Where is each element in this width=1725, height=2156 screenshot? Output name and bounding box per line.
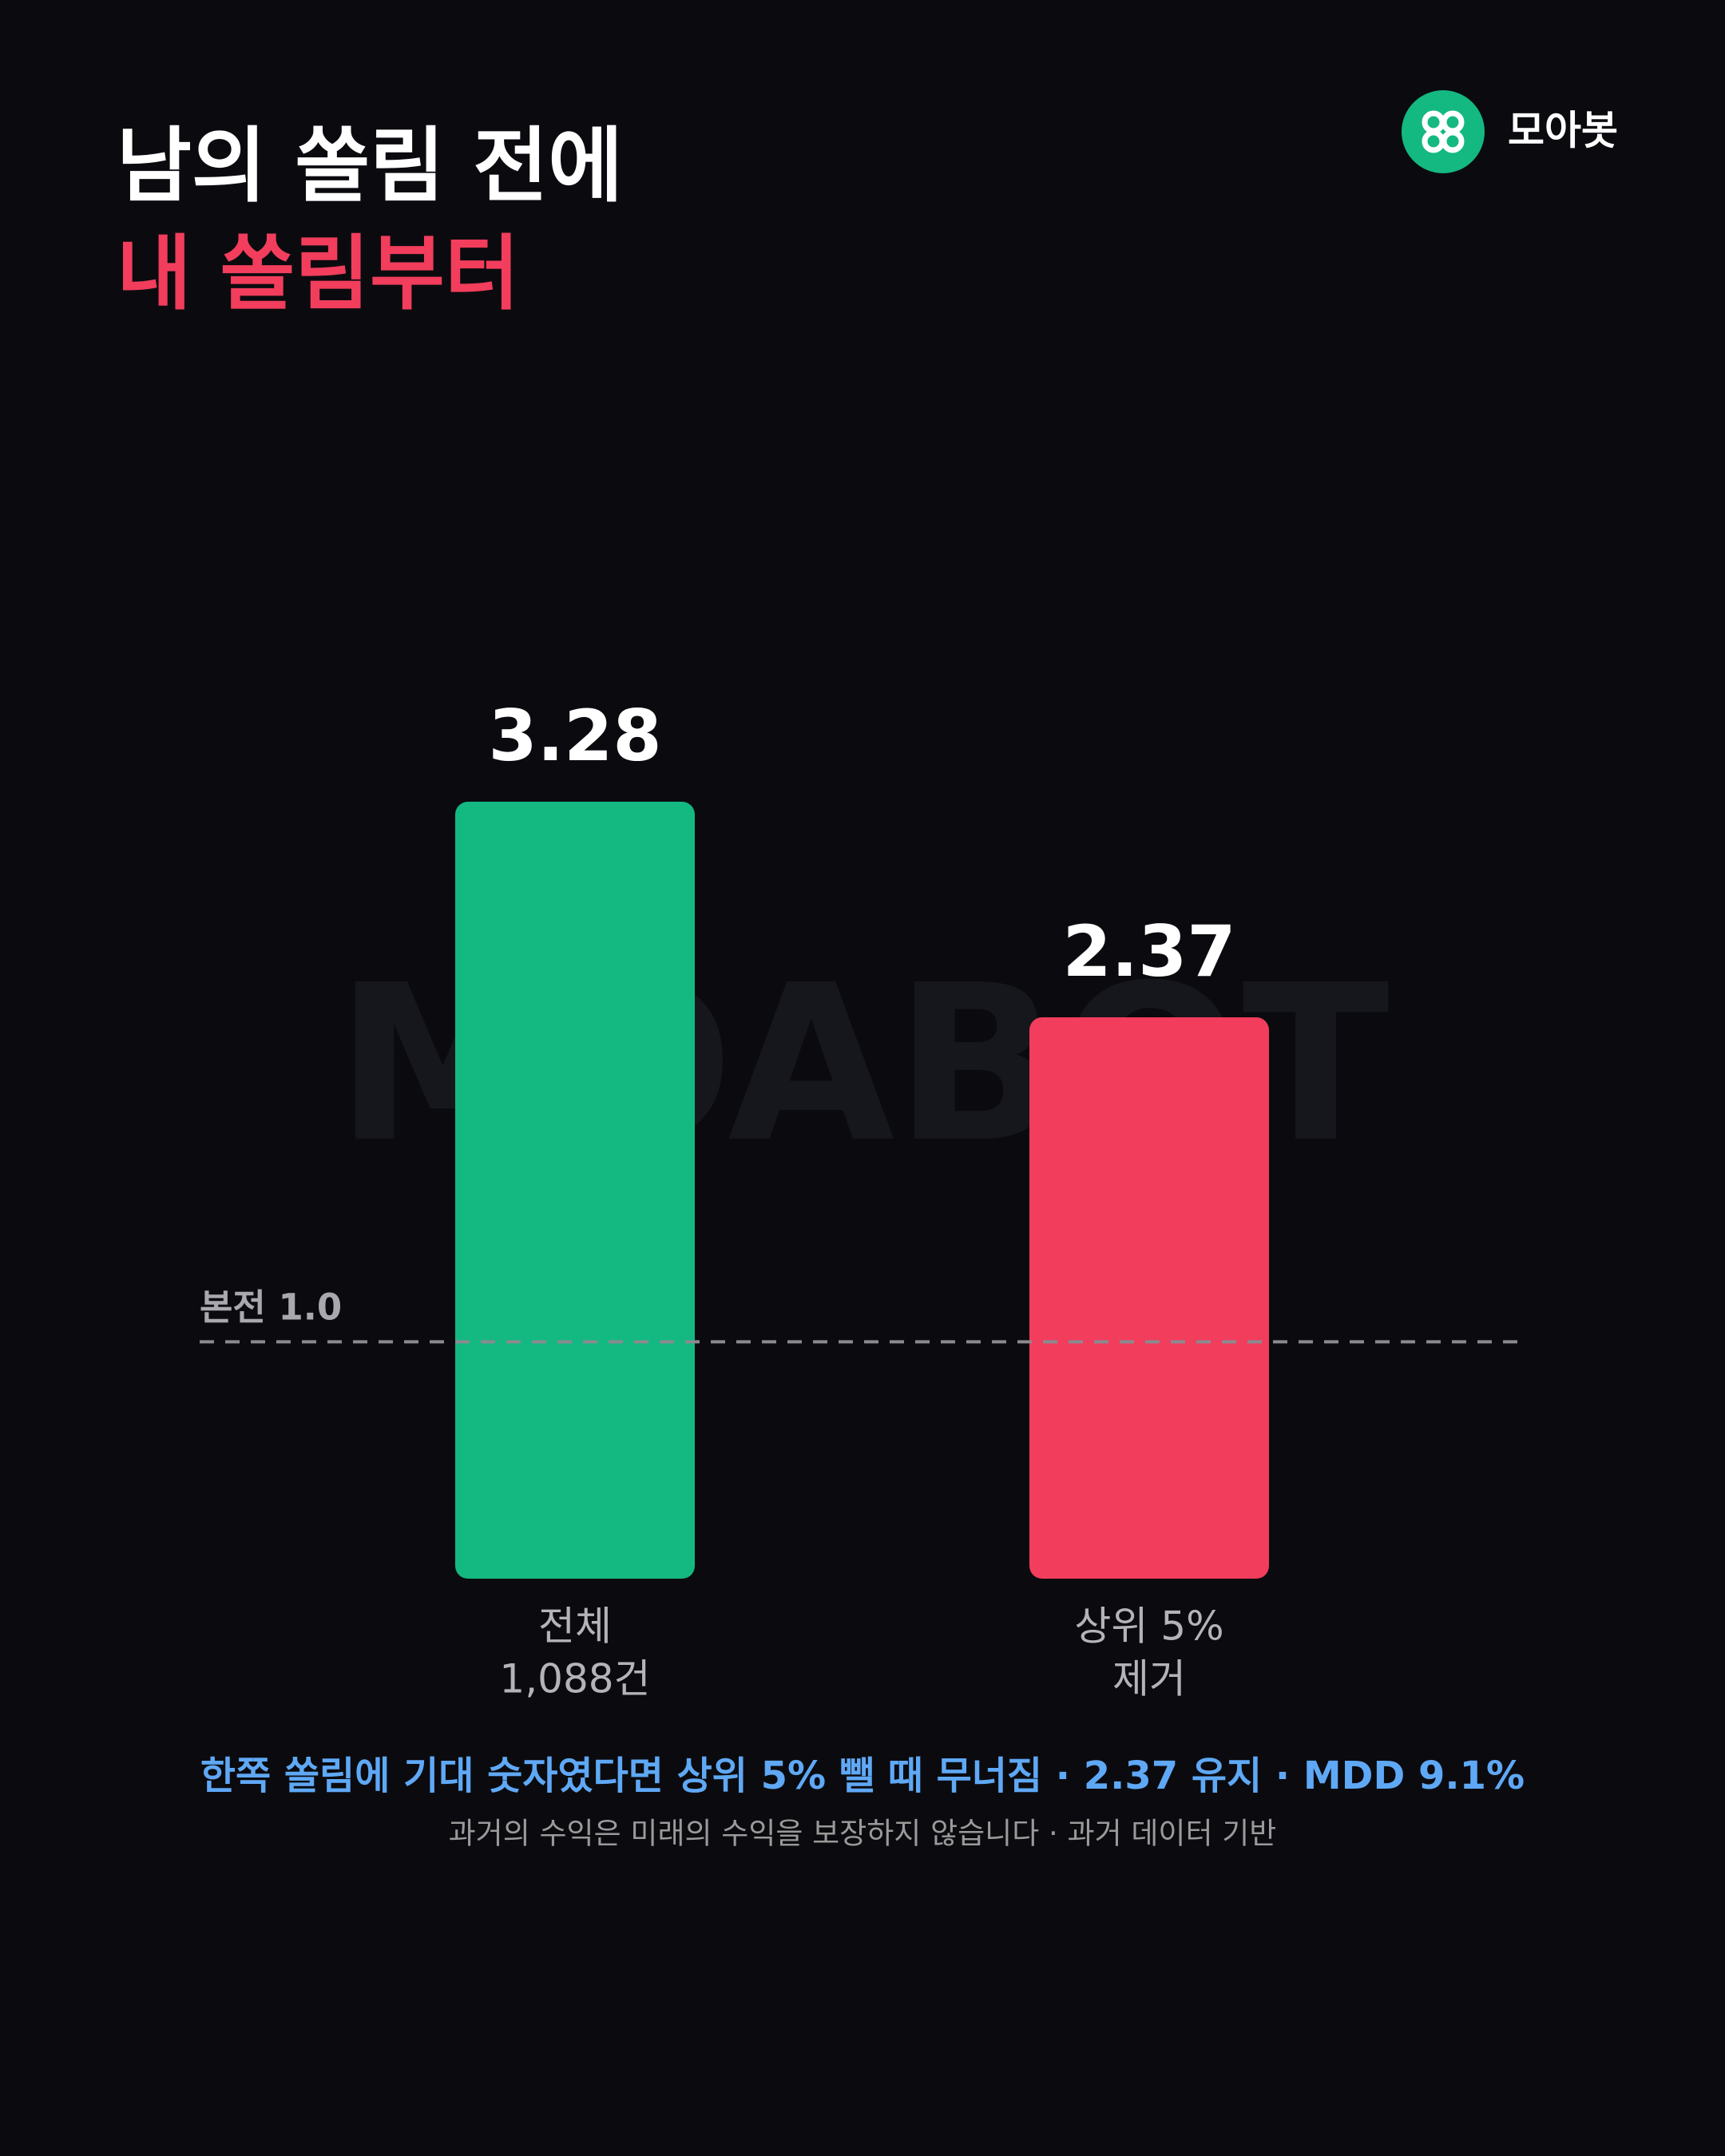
value-label: 2.37 bbox=[1062, 910, 1235, 993]
logo-icon bbox=[1402, 90, 1485, 173]
category-label: 1,088건 bbox=[499, 1656, 650, 1702]
title-line: 내 쏠림부터 bbox=[117, 227, 520, 322]
value-label: 3.28 bbox=[488, 695, 661, 777]
disclaimer: 과거의 수익은 미래의 수익을 보장하지 않습니다 · 과거 데이터 기반 bbox=[449, 1817, 1277, 1851]
reference-label: 본전 1.0 bbox=[200, 1286, 342, 1328]
category-label: 제거 bbox=[1112, 1656, 1186, 1702]
category-label: 상위 5% bbox=[1074, 1603, 1223, 1650]
logo-petal bbox=[1441, 129, 1465, 153]
category-label: 전체 bbox=[538, 1603, 612, 1650]
title-line: 남의 쏠림 전에 bbox=[117, 119, 623, 214]
brand-name: 모아봇 bbox=[1508, 108, 1618, 154]
bar bbox=[455, 802, 695, 1579]
highlight-note: 한쪽 쏠림에 기대 숫자였다면 상위 5% 뺄 때 무너짐 · 2.37 유지 … bbox=[200, 1754, 1525, 1798]
logo: 모아봇 bbox=[1402, 90, 1618, 173]
plot: 3.28 전체 1,088건 2.37 상위 5% 제거 본전 1.0 bbox=[200, 695, 1527, 1702]
bar bbox=[1029, 1017, 1269, 1579]
